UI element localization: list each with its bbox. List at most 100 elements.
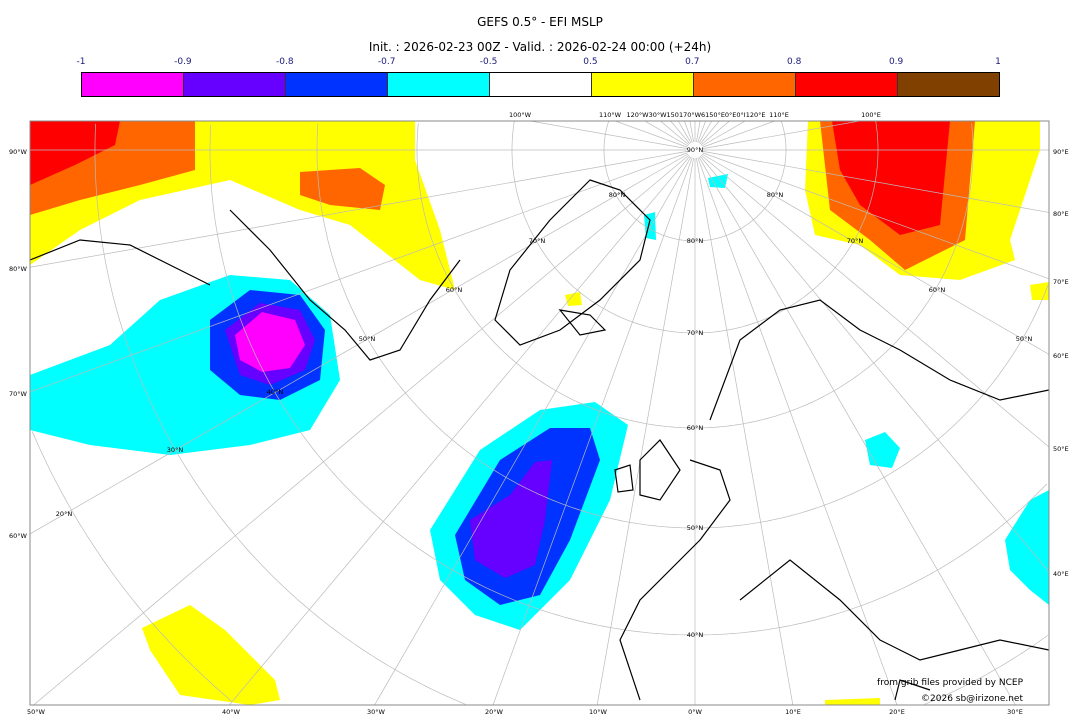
- meridian-line: [697, 121, 706, 143]
- positive-anomaly-sw: [142, 605, 280, 705]
- colorbar-swatch: [490, 73, 592, 96]
- credit-copyright: ©2026 sb@irizone.net: [921, 694, 1023, 704]
- map-label: 60°E: [1053, 352, 1069, 360]
- meridian-line: [701, 153, 1049, 355]
- map-label: 50°N: [359, 335, 376, 343]
- colorbar-tick: 0.5: [583, 57, 598, 67]
- meridian-line: [696, 157, 794, 705]
- map-label: 30°N: [167, 446, 184, 454]
- colorbar-swatch: [898, 73, 999, 96]
- meridian-line: [689, 121, 694, 143]
- map-label: 70°N: [687, 329, 704, 337]
- meridian-line: [596, 157, 694, 705]
- meridian-line: [684, 121, 693, 143]
- graticule: [30, 121, 1049, 705]
- colorbar-tick: 0.9: [888, 57, 904, 67]
- colorbar-swatch: [286, 73, 388, 96]
- latitude-circle: [209, 124, 1048, 636]
- map-label: 110°E: [769, 111, 789, 119]
- map-label: 50°N: [1016, 335, 1033, 343]
- meridian-line: [30, 153, 689, 535]
- colorbar-tick: -0.9: [174, 57, 192, 67]
- map-label: 10°W: [589, 708, 608, 716]
- meridian-line: [696, 121, 701, 143]
- map-label: 70°N: [847, 237, 864, 245]
- colorbar-swatch: [184, 73, 286, 96]
- efi-shading: [30, 121, 1049, 705]
- negative-anomaly-atlantic-purple: [470, 460, 552, 578]
- latitude-circle: [94, 123, 1048, 705]
- coastlines: [30, 179, 1049, 701]
- meridian-line: [530, 121, 688, 149]
- latitude-circle: [416, 123, 974, 429]
- meridian-line: [698, 121, 713, 144]
- meridian-line: [701, 121, 746, 147]
- colorbar-tick: 0.8: [787, 57, 802, 67]
- meridian-line: [33, 154, 690, 705]
- latitude-circle: [603, 121, 787, 242]
- meridian-line: [697, 157, 898, 705]
- colorbar-tick: -0.5: [479, 57, 498, 67]
- meridian-line: [699, 121, 720, 145]
- colorbar-swatch: [694, 73, 796, 96]
- meridian-line: [644, 121, 689, 147]
- map-label: 70°W: [9, 390, 28, 398]
- negative-anomaly-turkey: [1005, 490, 1049, 605]
- map-label: 80°W: [9, 265, 28, 273]
- meridian-line: [702, 152, 1049, 280]
- colorbar-tick: -1: [76, 57, 86, 67]
- map-label: 70°N: [529, 237, 546, 245]
- latitude-circle: [511, 121, 879, 334]
- map-label: 10°E: [785, 708, 801, 716]
- meridian-line: [699, 155, 1049, 573]
- colorbar-swatch: [388, 73, 490, 96]
- colorbar-tick: -0.7: [377, 57, 396, 67]
- credit-source: from grib files provided by NCEP: [877, 678, 1024, 688]
- map-frame: [29, 120, 1050, 706]
- chart-title: GEFS 0.5° - EFI MSLP: [477, 15, 603, 29]
- map-label: 80°N: [767, 191, 784, 199]
- map-label: 30°W: [367, 708, 386, 716]
- map-label: 80°N: [687, 237, 704, 245]
- meridian-line: [702, 121, 775, 148]
- meridian-line: [700, 121, 730, 146]
- colorbar-tick: 1: [995, 57, 1001, 67]
- map-label: 50°N: [687, 524, 704, 532]
- map-label: 80°E: [1053, 210, 1069, 218]
- meridian-line: [229, 155, 691, 705]
- map-label: 50°E: [1053, 445, 1069, 453]
- map-label: 60°N: [929, 286, 946, 294]
- chart-subtitle: Init. : 2026-02-23 00Z - Valid. : 2026-0…: [368, 40, 712, 54]
- latitude-circle: [316, 123, 1049, 529]
- meridian-line: [702, 151, 1049, 213]
- map-label: 40°W: [222, 708, 241, 716]
- meridian-line: [660, 121, 690, 146]
- colorbar-tick: 0.7: [685, 57, 700, 67]
- map-label: 20°N: [56, 510, 73, 518]
- map-label: 90°E: [1053, 148, 1069, 156]
- map-label: 20°E: [889, 708, 905, 716]
- meridian-line: [702, 121, 860, 149]
- map-label: 70°E: [1053, 278, 1069, 286]
- positive-anomaly-siberia-red: [832, 121, 950, 235]
- map-label: 90°W: [9, 148, 28, 156]
- colorbar-swatch: [796, 73, 898, 96]
- meridian-line: [30, 151, 688, 268]
- colorbar: [81, 72, 1000, 97]
- map-label: 100°E: [861, 111, 881, 119]
- meridian-line: [700, 154, 1049, 448]
- meridian-line: [492, 157, 693, 705]
- map-label: 100°W: [509, 111, 532, 119]
- colorbar-swatch: [592, 73, 694, 96]
- negative-anomaly-arctic: [644, 174, 728, 240]
- latitude-circle: [31, 431, 233, 702]
- map-label: 40°E: [1053, 570, 1069, 578]
- map-label: 110°W: [599, 111, 622, 119]
- meridian-line: [374, 156, 692, 705]
- map-label: 50°W: [27, 708, 46, 716]
- map-label: 40°N: [267, 388, 284, 396]
- map-label: 60°N: [687, 424, 704, 432]
- map-label: 90°N: [687, 146, 704, 154]
